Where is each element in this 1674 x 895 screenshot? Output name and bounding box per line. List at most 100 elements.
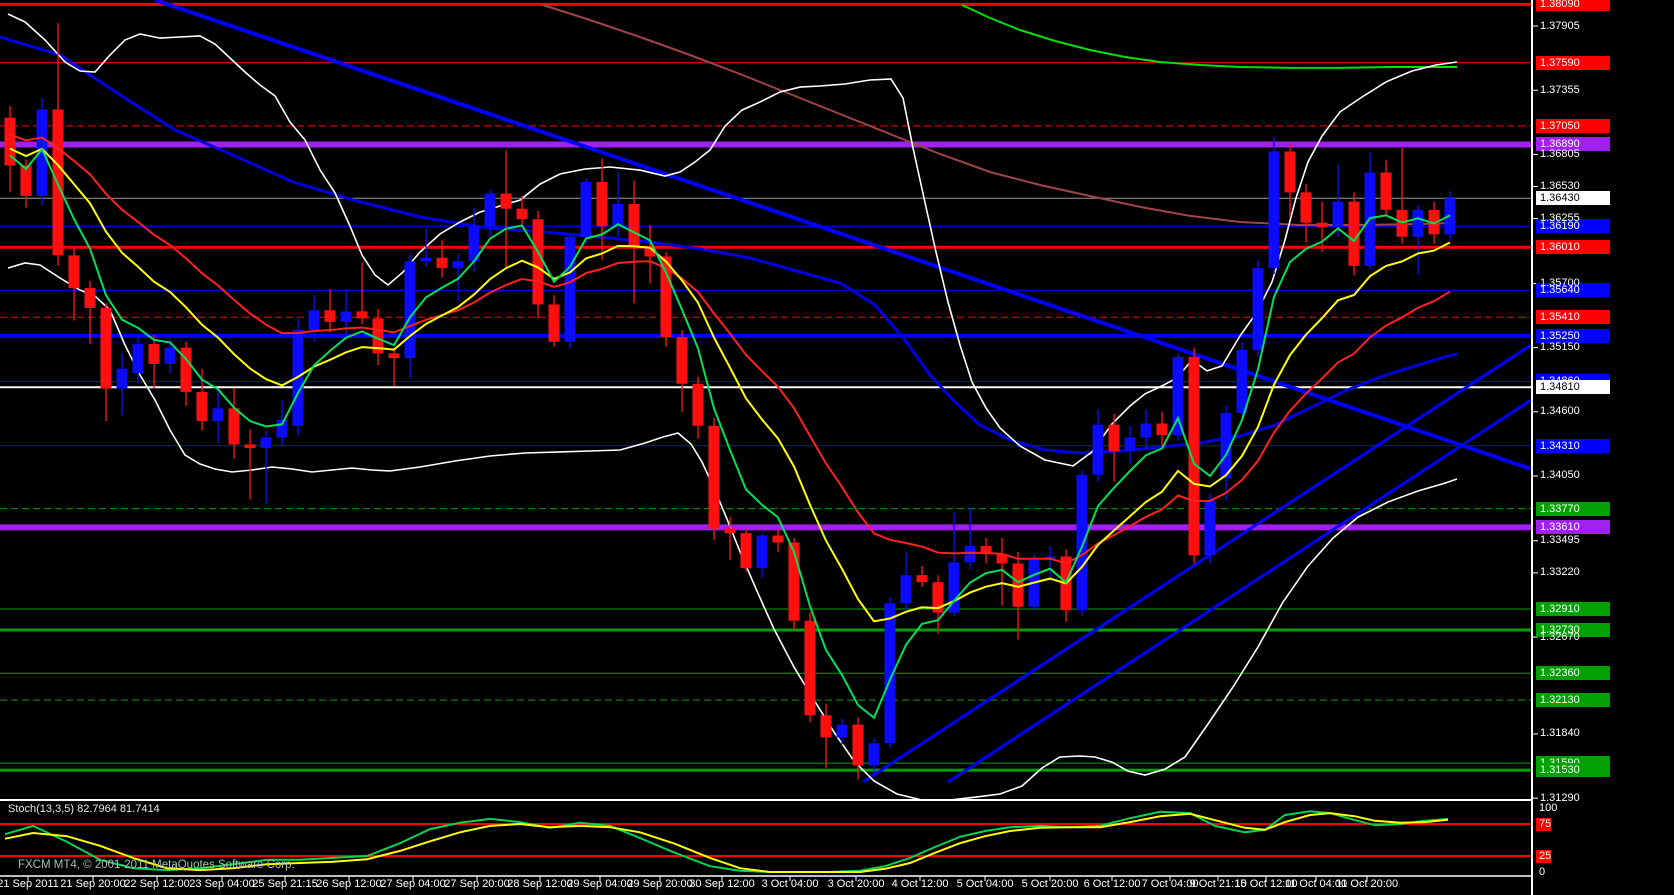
candle-body[interactable] [660,256,672,338]
candle-body[interactable] [1332,201,1344,228]
candle-body[interactable] [1284,151,1296,193]
candle-body[interactable] [68,255,80,289]
candle-body[interactable] [1092,424,1104,475]
time-axis-label: 9 Oct 21:15 [1189,878,1247,890]
candle-body[interactable] [1140,423,1152,438]
candle-body[interactable] [228,408,240,445]
candle-body[interactable] [276,419,288,438]
candle-body[interactable] [1348,201,1360,266]
candle-body[interactable] [404,261,416,359]
candle-body[interactable] [308,310,320,331]
candle-body[interactable] [708,425,720,529]
up-channel-line-2[interactable] [947,398,1531,784]
candle-body[interactable] [1428,209,1440,235]
candle-body[interactable] [932,582,944,613]
candle-body[interactable] [132,344,144,374]
candle-body[interactable] [884,603,896,744]
candle-body[interactable] [852,724,864,766]
candle-body[interactable] [4,117,16,166]
candle-body[interactable] [388,353,400,359]
horizontal-price-lines[interactable] [0,2,1531,772]
candle-body[interactable] [1300,192,1312,223]
stoch-axis-label: 75 [1536,817,1552,831]
candle-body[interactable] [116,368,128,389]
candle-body[interactable] [948,562,960,613]
candle-body[interactable] [196,391,208,422]
candle-body[interactable] [964,546,976,563]
candle-body[interactable] [788,542,800,621]
candle-body[interactable] [1220,412,1232,479]
candles[interactable] [4,23,1456,780]
candle-body[interactable] [84,288,96,308]
candle-body[interactable] [1172,356,1184,436]
candle-body[interactable] [372,318,384,354]
price-axis-tick: 1.37905 [1540,19,1580,32]
candle-body[interactable] [980,546,992,555]
candle-body[interactable] [644,248,656,257]
stochastic-pane[interactable] [0,810,1531,873]
candle-body[interactable] [916,575,928,583]
candle-body[interactable] [1156,423,1168,436]
candle-body[interactable] [724,528,736,534]
candle-body[interactable] [596,181,608,227]
price-axis-tick: 1.31840 [1540,727,1580,740]
candle-body[interactable] [532,219,544,305]
candle-body[interactable] [516,208,528,220]
candle-body[interactable] [628,204,640,249]
candle-body[interactable] [1076,474,1088,611]
candle-body[interactable] [1204,500,1216,556]
candle-body[interactable] [356,311,368,319]
candle-body[interactable] [692,383,704,426]
candle-body[interactable] [324,310,336,322]
time-axis-label: 27 Sep 20:00 [444,878,510,890]
candle-body[interactable] [612,204,624,227]
candle-body[interactable] [1108,424,1120,452]
candle-body[interactable] [548,304,560,342]
time-axis-label: 7 Oct 04:00 [1141,878,1199,890]
candle-body[interactable] [1188,356,1200,556]
candle-body[interactable] [1252,268,1264,350]
candle-body[interactable] [676,337,688,384]
candle-body[interactable] [1380,172,1392,210]
candle-body[interactable] [180,347,192,392]
candle-body[interactable] [1412,209,1424,237]
time-axis-label: 6 Oct 12:00 [1083,878,1141,890]
candle-body[interactable] [820,715,832,738]
candle-body[interactable] [452,261,464,269]
candle-body[interactable] [100,307,112,389]
candle-body[interactable] [996,554,1008,564]
trendlines[interactable] [154,0,1531,784]
candle-body[interactable] [1316,222,1328,228]
candle-body[interactable] [36,109,48,196]
candle-body[interactable] [564,236,576,342]
candle-body[interactable] [804,620,816,716]
time-axis-label: 22 Sep 12:00 [124,878,190,890]
candle-body[interactable] [740,533,752,569]
candle-body[interactable] [900,575,912,604]
moving-averages [9,133,1451,720]
candle-body[interactable] [1236,349,1248,413]
candle-body[interactable] [468,226,480,262]
candle-body[interactable] [244,444,256,448]
candle-body[interactable] [484,193,496,227]
candle-body[interactable] [420,257,432,262]
candle-body[interactable] [1012,563,1024,607]
candle-body[interactable] [1268,151,1280,269]
candle-body[interactable] [1124,437,1136,452]
candle-body[interactable] [340,311,352,322]
candle-body[interactable] [212,408,224,422]
candle-body[interactable] [148,344,160,364]
candle-body[interactable] [500,193,512,209]
candle-body[interactable] [436,257,448,269]
candle-body[interactable] [260,437,272,448]
candle-body[interactable] [20,165,32,196]
down-trendline[interactable] [154,0,1531,471]
candle-body[interactable] [164,347,176,364]
candle-body[interactable] [836,724,848,738]
candle-body[interactable] [580,181,592,237]
candle-body[interactable] [868,743,880,766]
candle-body[interactable] [772,535,784,543]
up-channel-line-1[interactable] [862,343,1531,784]
candle-body[interactable] [756,535,768,569]
